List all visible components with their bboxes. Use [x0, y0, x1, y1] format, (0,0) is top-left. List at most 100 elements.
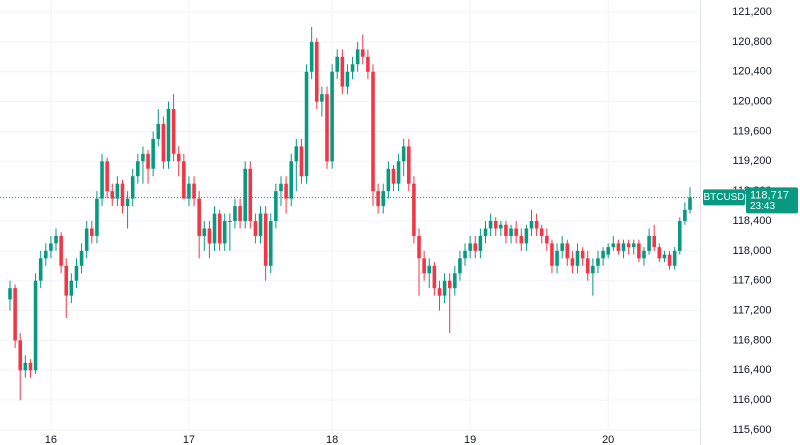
candle-body [483, 228, 488, 236]
candle-body [59, 235, 63, 266]
candle-body [248, 168, 253, 222]
candle-body [289, 161, 293, 199]
candle-body [228, 221, 232, 223]
candle-body [84, 228, 89, 251]
x-tick-label: 18 [326, 434, 338, 445]
candle-body [555, 250, 559, 266]
candle-body [258, 213, 263, 236]
candle-body [90, 228, 94, 236]
candle-body [8, 288, 12, 300]
candle-body [524, 228, 529, 244]
candle-body [274, 191, 278, 222]
candle-body [637, 243, 641, 259]
candle-body [125, 198, 130, 207]
x-tick-label: 16 [45, 434, 57, 445]
candle-body [161, 123, 166, 162]
candle-body [253, 221, 258, 236]
candle-body [514, 228, 518, 236]
candle-body [105, 161, 109, 192]
candle-body [187, 183, 191, 199]
candle-body [115, 183, 120, 199]
candle-body [136, 161, 140, 177]
candle-body [330, 71, 334, 162]
candle-body [64, 265, 69, 296]
candle-body [28, 362, 33, 371]
candle-body [151, 138, 155, 169]
candle-body [463, 250, 467, 259]
candle-body [309, 41, 314, 72]
candle-body [534, 221, 539, 229]
y-tick-label: 120,400 [732, 66, 772, 78]
candle-body [499, 224, 503, 229]
candle-body [662, 254, 667, 259]
candle-body [652, 235, 656, 248]
candle-body [560, 243, 564, 251]
candle-body [519, 235, 524, 244]
y-tick-label: 115,600 [733, 424, 772, 436]
candle-body [130, 176, 135, 199]
candle-body [141, 153, 145, 162]
candle-body [284, 183, 288, 199]
candle-body [437, 288, 442, 296]
candle-body [611, 243, 616, 248]
candle-body [49, 243, 53, 251]
candle-body [350, 64, 355, 72]
candle-body [314, 41, 319, 102]
x-tick-label: 20 [602, 434, 614, 445]
symbol-label: BTCUSD [703, 192, 744, 203]
candle-body [366, 56, 370, 72]
candle-body [345, 71, 350, 87]
candle-body [212, 213, 217, 244]
candle-body [529, 221, 534, 229]
candle-body [371, 71, 375, 192]
candle-body [657, 247, 662, 259]
candle-body [279, 183, 283, 192]
candle-body [171, 109, 176, 154]
y-tick-label: 118,400 [733, 215, 772, 227]
candle-body [401, 146, 406, 162]
y-tick-label: 116,400 [733, 364, 772, 376]
y-tick-label: 119,600 [733, 125, 772, 137]
candle-body [23, 362, 28, 371]
candle-body [509, 228, 513, 236]
symbol-tag [703, 189, 745, 206]
grid [0, 0, 700, 431]
candle-body [391, 168, 396, 184]
candle-body [263, 213, 268, 266]
candle-body [432, 265, 437, 289]
candle-body [504, 224, 508, 236]
candle-body [294, 146, 299, 162]
candle-body [95, 198, 99, 236]
candle-body [238, 206, 242, 222]
candle-body [539, 228, 544, 236]
candle-body [412, 183, 416, 236]
candle-body [381, 191, 386, 207]
candle-body [493, 221, 498, 229]
y-tick-label: 117,600 [733, 275, 772, 287]
candle-body [156, 123, 161, 139]
candle-body [44, 250, 48, 259]
candle-body [340, 56, 345, 87]
candle-body [688, 197, 692, 210]
candle-body [672, 250, 677, 266]
candle-body [176, 153, 181, 162]
candle-body [447, 280, 452, 289]
candle-body [453, 273, 457, 289]
candle-body [304, 71, 309, 177]
candle-body [458, 258, 462, 274]
y-tick-label: 120,800 [732, 36, 772, 48]
candle-body [79, 250, 84, 266]
x-tick-label: 19 [464, 434, 476, 445]
candle-body [422, 258, 426, 274]
candle-body [585, 258, 590, 274]
candle-body [488, 221, 493, 229]
candle-body [320, 94, 324, 102]
candle-body [54, 235, 58, 244]
candle-body [631, 243, 636, 248]
candle-body [545, 235, 549, 244]
candle-body [570, 258, 575, 266]
candle-body [355, 49, 360, 65]
candle-body [575, 250, 580, 266]
candle-body [268, 221, 273, 266]
